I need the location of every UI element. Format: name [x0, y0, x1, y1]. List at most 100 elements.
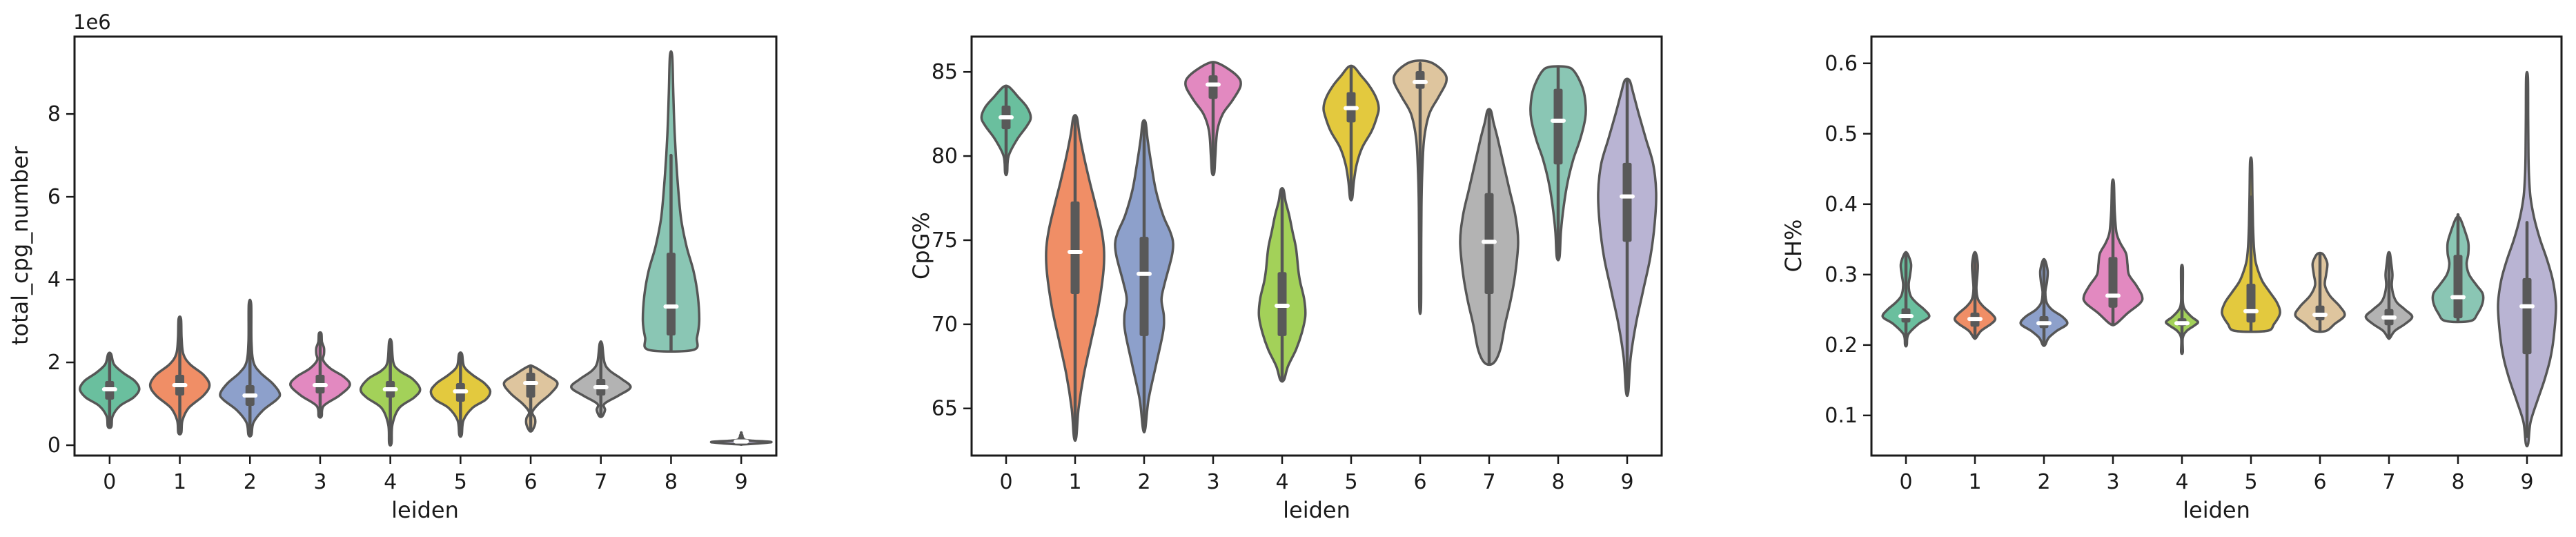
median-cluster-1 [1068, 250, 1083, 255]
x-tick-label: 0 [999, 470, 1012, 494]
axes-frame [1870, 35, 2563, 457]
x-tick-label: 6 [1413, 470, 1426, 494]
x-tick-label: 2 [2037, 470, 2050, 494]
median-cluster-8 [663, 304, 679, 309]
median-cluster-6 [1413, 79, 1428, 84]
x-tick-label: 4 [384, 470, 397, 494]
x-tick-label: 5 [454, 470, 467, 494]
x-tick-label: 7 [2382, 470, 2395, 494]
x-tick-label: 0 [103, 470, 116, 494]
y-tick-label: 4 [48, 268, 61, 292]
y-tick-label: 0.4 [1825, 193, 1858, 217]
median-cluster-1 [172, 383, 188, 388]
x-axis-label-leiden-2: leiden [1283, 497, 1350, 523]
y-axis-label-ch-percent: CH% [1780, 219, 1807, 273]
y-tick-label: 80 [932, 144, 958, 168]
x-tick-label: 9 [735, 470, 748, 494]
y-tick-label: 0.1 [1825, 404, 1858, 428]
median-cluster-4 [382, 387, 398, 392]
median-cluster-2 [242, 393, 258, 398]
median-cluster-6 [523, 381, 539, 386]
median-cluster-3 [1206, 82, 1221, 87]
median-cluster-4 [1275, 304, 1290, 309]
y-axis-label-total-cpg-number: total_cpg_number [7, 146, 33, 345]
y-tick-label: 2 [48, 351, 61, 375]
x-tick-label: 2 [1137, 470, 1150, 494]
y-tick-label: 0.3 [1825, 263, 1858, 287]
y-axis-label-cpg-percent: CpG% [908, 212, 934, 280]
panel-cpg-percent: 65 70 75 80 85 0 1 2 3 4 5 6 7 8 9 [932, 35, 1663, 494]
panel-total-cpg-number: 0 2 4 6 8 0 1 2 3 4 5 6 7 8 9 [48, 35, 778, 494]
x-tick-label: 8 [665, 470, 678, 494]
x-tick-label: 1 [1068, 470, 1081, 494]
box-cluster-1 [1070, 201, 1080, 294]
box-cluster-8 [1553, 88, 1563, 165]
x-axis-label-leiden-1: leiden [391, 497, 459, 523]
x-tick-label: 3 [313, 470, 326, 494]
median-cluster-5 [1344, 106, 1359, 110]
y-tick-label: 6 [48, 185, 61, 209]
x-tick-label: 8 [1551, 470, 1564, 494]
x-tick-label: 9 [1620, 470, 1633, 494]
x-tick-label: 5 [2244, 470, 2257, 494]
median-cluster-7 [1482, 240, 1497, 244]
median-cluster-8 [1551, 118, 1566, 123]
x-tick-label: 8 [2451, 470, 2464, 494]
box-cluster-8 [2453, 255, 2463, 319]
x-tick-label: 7 [594, 470, 607, 494]
y-tick-label: 8 [48, 102, 61, 126]
x-tick-label: 5 [1344, 470, 1357, 494]
median-cluster-4 [2174, 321, 2190, 326]
median-cluster-2 [1137, 271, 1152, 276]
box-cluster-3 [2108, 257, 2118, 308]
x-tick-label: 3 [2106, 470, 2119, 494]
median-cluster-1 [1967, 317, 1983, 322]
box-cluster-2 [1139, 237, 1149, 336]
box-cluster-9 [1622, 162, 1632, 242]
box-cluster-8 [666, 253, 676, 336]
y-tick-label: 70 [932, 313, 958, 337]
x-tick-label: 6 [2313, 470, 2326, 494]
y-tick-label: 85 [932, 60, 958, 84]
box-cluster-6 [1415, 70, 1425, 89]
median-cluster-9 [1620, 194, 1635, 199]
y-axis-offset-text: 1e6 [73, 10, 111, 34]
x-tick-label: 4 [2175, 470, 2188, 494]
x-tick-label: 7 [1482, 470, 1495, 494]
x-tick-label: 1 [173, 470, 186, 494]
median-cluster-6 [2312, 312, 2328, 317]
y-tick-label: 0 [48, 433, 61, 458]
x-tick-label: 6 [524, 470, 538, 494]
median-cluster-7 [593, 385, 609, 390]
y-tick-label: 0.2 [1825, 333, 1858, 358]
y-tick-label: 75 [932, 228, 958, 253]
median-cluster-8 [2450, 295, 2466, 300]
median-cluster-0 [101, 387, 117, 392]
y-tick-label: 65 [932, 397, 958, 421]
x-tick-label: 1 [1968, 470, 1981, 494]
axes-frame [970, 35, 1663, 457]
median-cluster-3 [312, 383, 328, 388]
box-cluster-5 [2246, 284, 2256, 323]
median-cluster-3 [2105, 293, 2121, 298]
panel-ch-percent: 0.1 0.2 0.3 0.4 0.5 0.6 0 1 2 3 4 5 6 7 8 9 [1825, 35, 2563, 494]
median-cluster-9 [734, 439, 749, 444]
median-cluster-7 [2381, 315, 2397, 320]
median-cluster-2 [2036, 321, 2052, 326]
y-tick-label: 0.5 [1825, 122, 1858, 146]
median-cluster-0 [1898, 314, 1914, 319]
median-cluster-5 [453, 389, 469, 394]
x-tick-label: 4 [1275, 470, 1288, 494]
x-axis-label-leiden-3: leiden [2183, 497, 2250, 523]
median-cluster-9 [2519, 304, 2535, 309]
x-tick-label: 0 [1899, 470, 1912, 494]
x-tick-label: 3 [1206, 470, 1219, 494]
box-cluster-3 [1208, 75, 1218, 99]
x-tick-label: 2 [244, 470, 257, 494]
axes-frame [73, 35, 778, 457]
y-tick-label: 0.6 [1825, 52, 1858, 76]
box-cluster-9 [2522, 277, 2532, 355]
x-tick-label: 9 [2520, 470, 2533, 494]
